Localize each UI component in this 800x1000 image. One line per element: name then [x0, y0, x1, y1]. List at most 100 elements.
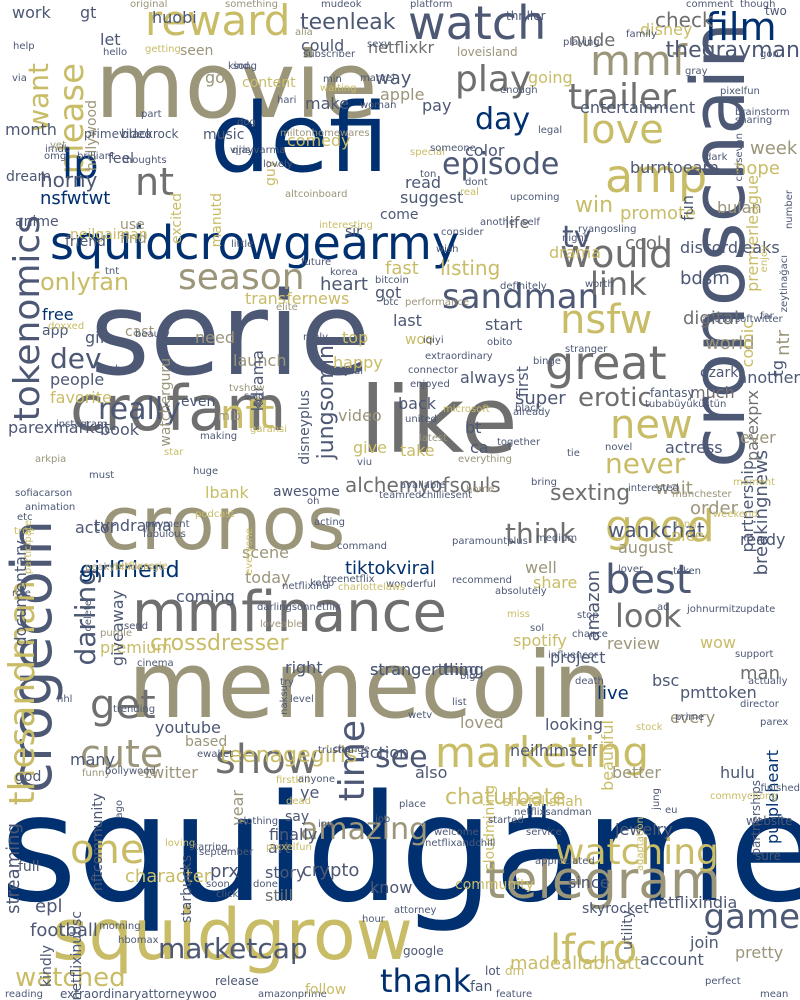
cloud-word: ewallet [197, 749, 234, 760]
cloud-word: gt [80, 3, 97, 22]
cloud-word: episode [442, 147, 560, 182]
cloud-word: mlb [218, 409, 241, 423]
cloud-word: future [301, 257, 332, 268]
cloud-word: cinema [137, 658, 174, 669]
cloud-word: dream [6, 169, 52, 185]
cloud-word: jung [651, 788, 662, 810]
cloud-word: gift [85, 328, 112, 347]
cloud-word: mmf [590, 36, 687, 85]
cloud-word: disney [640, 20, 693, 39]
cloud-word: connector [408, 365, 459, 376]
cloud-word: wonderful [386, 579, 436, 590]
cloud-word: always [460, 368, 515, 387]
cloud-word: hello [103, 47, 128, 58]
cloud-word: digital [683, 308, 739, 329]
cloud-word: podcast [195, 509, 235, 520]
cloud-word: fun [678, 195, 697, 221]
cloud-word: everything [458, 454, 512, 465]
cloud-word: viu [357, 457, 373, 468]
cloud-word: transfernews [245, 289, 350, 308]
cloud-word: lp [62, 142, 99, 188]
cloud-word: art [268, 838, 291, 857]
cloud-word: eye [138, 768, 157, 779]
cloud-word: watched [15, 963, 126, 993]
cloud-word: project [550, 648, 606, 667]
cloud-word: microsoft [443, 404, 490, 415]
cloud-word: delete [83, 600, 94, 632]
cloud-word: naksu [279, 685, 290, 715]
cloud-word: korea [330, 267, 358, 278]
cloud-word: teenagegirls [220, 743, 358, 768]
cloud-word: god [15, 769, 42, 785]
cloud-word: influencer [548, 650, 599, 661]
cloud-word: netflixkr [368, 38, 435, 57]
cloud-word: month [5, 120, 57, 139]
cloud-word: also [415, 763, 448, 782]
cloud-word: comic [738, 320, 757, 368]
cloud-word: good [605, 501, 715, 552]
cloud-word: wow [700, 633, 736, 652]
cloud-word: imdb [45, 144, 71, 155]
cloud-word: netflixserie [112, 561, 168, 572]
cloud-word: command [337, 541, 387, 552]
cloud-word: well [525, 558, 557, 577]
cloud-word: huge [193, 466, 219, 477]
cloud-word: ton [420, 169, 437, 180]
cloud-word: show [215, 737, 319, 783]
cloud-word: nt [135, 160, 174, 204]
cloud-word: watching [555, 832, 719, 873]
cloud-word: lbank [205, 483, 249, 502]
cloud-word: recommend [452, 575, 512, 586]
cloud-word: bmb [115, 364, 138, 375]
cloud-word: kind [228, 61, 250, 72]
cloud-word: waiting [320, 83, 357, 94]
cloud-word: many [70, 750, 115, 769]
cloud-word: link [590, 265, 647, 303]
cloud-word: promote [620, 203, 697, 224]
cloud-word: loveisland [457, 45, 518, 59]
cloud-word: oh [307, 496, 320, 507]
cloud-word: fantasy [650, 386, 695, 400]
cloud-word: actress [665, 438, 723, 457]
cloud-word: pixelfun [720, 86, 760, 97]
cloud-word: skyrocket [582, 901, 649, 917]
cloud-word: reward [145, 0, 291, 45]
cloud-word: better [612, 763, 661, 782]
cloud-word: horny [40, 168, 98, 192]
cloud-word: drama [549, 243, 601, 262]
cloud-word: participate [23, 520, 34, 575]
cloud-word: listing [440, 256, 501, 280]
cloud-word: book [100, 420, 139, 439]
cloud-word: united [405, 414, 437, 425]
cloud-word: ago [114, 800, 125, 819]
cloud-word: primevideo [84, 127, 152, 141]
cloud-word: cool [625, 233, 662, 254]
cloud-word: much [690, 383, 735, 402]
cloud-word: use [120, 217, 145, 233]
cloud-word: true [14, 526, 35, 537]
cloud-word: far [760, 311, 774, 322]
cloud-word: welcome [434, 827, 479, 838]
cloud-word: u [525, 790, 550, 834]
cloud-word: launch [233, 351, 287, 370]
cloud-word: weekend [713, 509, 758, 520]
cloud-word: finished [760, 783, 800, 794]
cloud-word: game [703, 897, 800, 937]
cloud-word: really [98, 392, 181, 427]
cloud-word: stranger thing [370, 660, 484, 679]
cloud-word: onlyfan [40, 268, 130, 296]
cloud-word: sexting [550, 481, 631, 506]
cloud-word: website [746, 814, 793, 828]
cloud-word: vijayvarma [230, 145, 286, 156]
cloud-word: jewelry [615, 820, 673, 839]
cloud-word: keep [310, 578, 335, 589]
cloud-word: join [690, 933, 719, 952]
cloud-word: number [784, 190, 795, 230]
cloud-word: binge [533, 356, 561, 367]
cloud-word: sir [345, 224, 362, 240]
cloud-word: already [513, 407, 551, 418]
cloud-word: firstkill [276, 775, 310, 786]
cloud-word: altcoinboard [285, 189, 348, 200]
cloud-word: right [285, 658, 323, 677]
